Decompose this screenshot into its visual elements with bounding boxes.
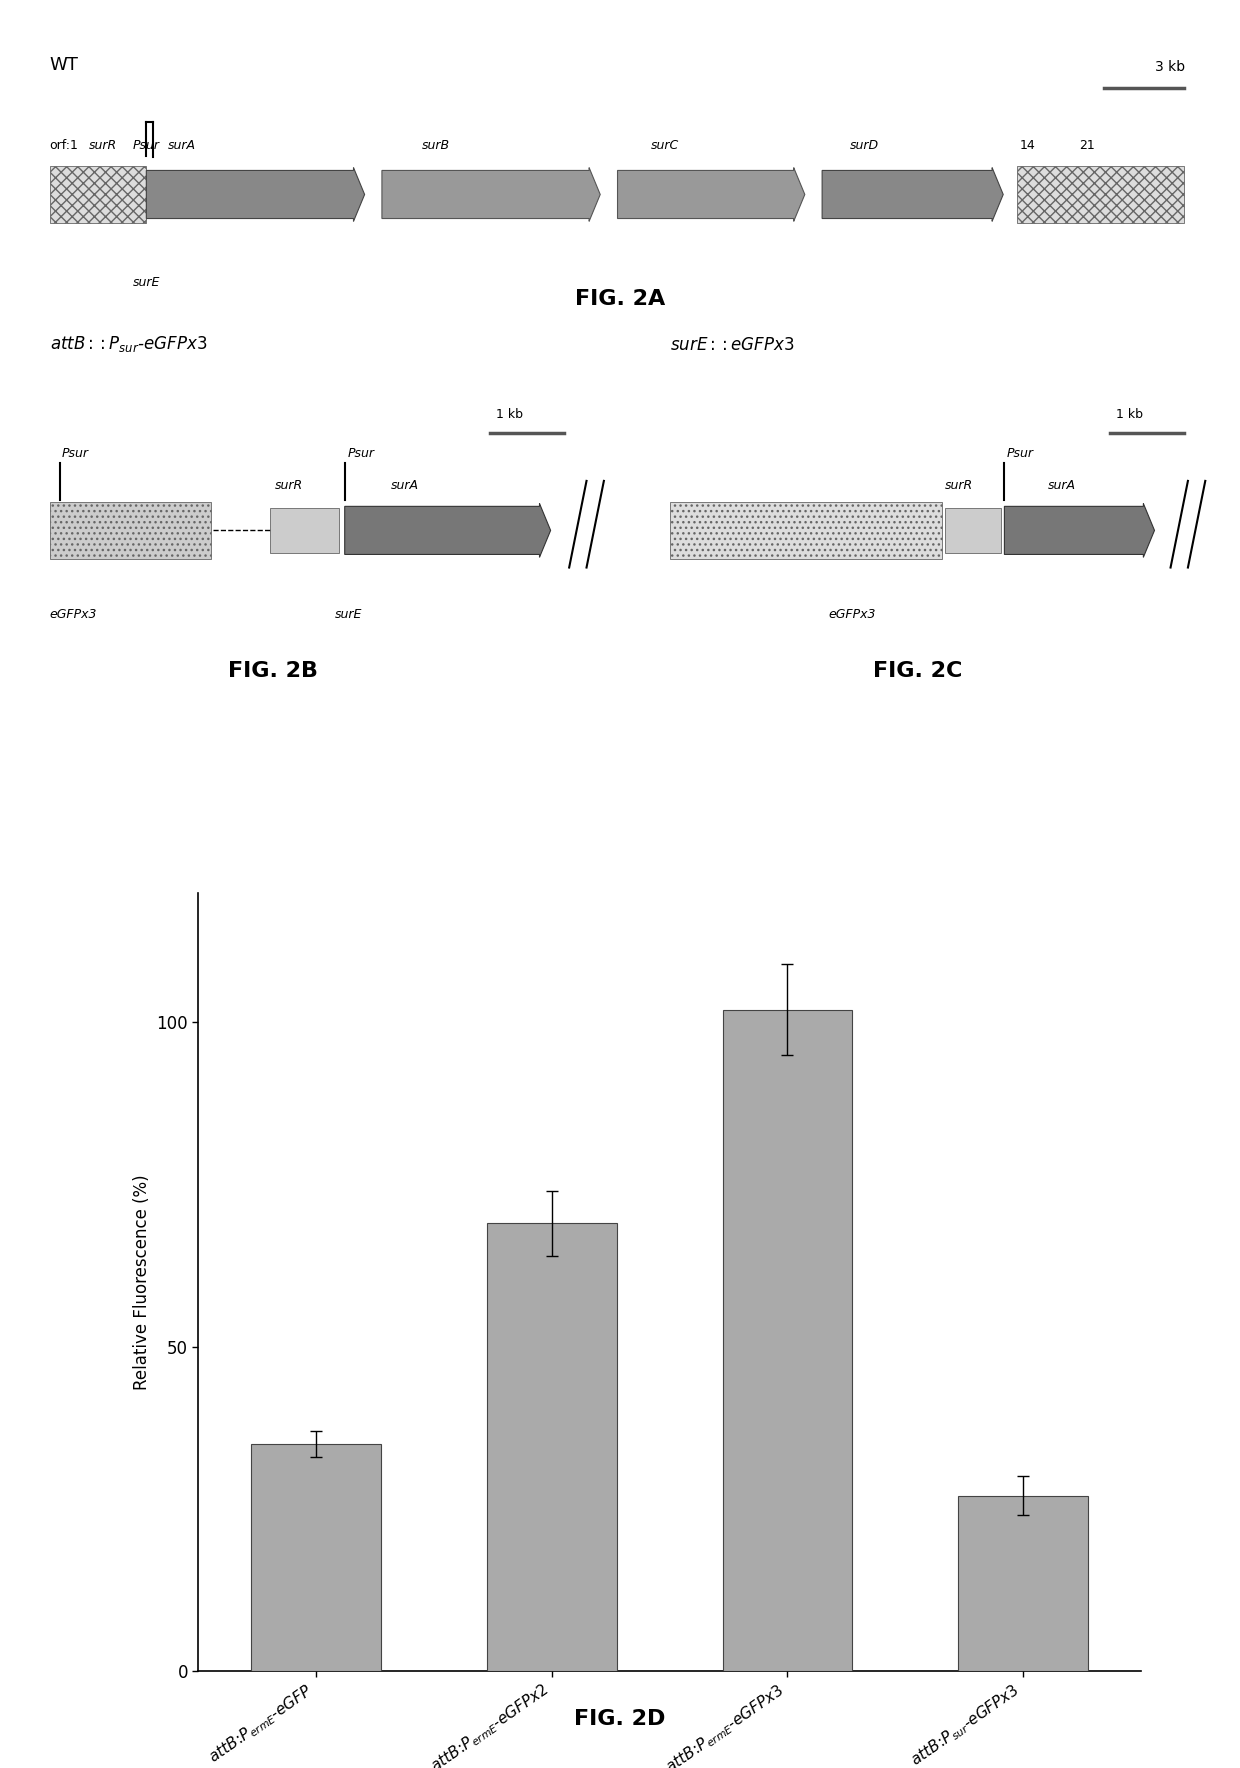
Bar <box>959 1496 1087 1671</box>
Text: FIG. 2C: FIG. 2C <box>873 661 962 681</box>
Bar <box>487 1223 616 1671</box>
Text: Psur: Psur <box>1007 447 1034 460</box>
Text: surE: surE <box>133 276 160 288</box>
Text: surA: surA <box>1048 479 1076 492</box>
Text: 14: 14 <box>1019 140 1035 152</box>
Text: eGFPx3: eGFPx3 <box>828 608 875 621</box>
Text: 3 kb: 3 kb <box>1156 60 1185 74</box>
Text: FIG. 2D: FIG. 2D <box>574 1710 666 1729</box>
Text: FIG. 2B: FIG. 2B <box>228 661 317 681</box>
Text: $surE::eGFPx3$: $surE::eGFPx3$ <box>670 336 794 354</box>
Text: surR: surR <box>89 140 118 152</box>
FancyArrow shape <box>345 504 551 557</box>
FancyArrow shape <box>618 168 805 221</box>
Text: surR: surR <box>945 479 973 492</box>
FancyArrow shape <box>146 168 365 221</box>
Text: 21: 21 <box>1079 140 1095 152</box>
FancyArrow shape <box>382 168 600 221</box>
Text: orf:1: orf:1 <box>50 140 78 152</box>
Text: surA: surA <box>391 479 419 492</box>
Y-axis label: Relative Fluorescence (%): Relative Fluorescence (%) <box>133 1174 151 1390</box>
FancyArrow shape <box>1004 504 1154 557</box>
Text: $attB::P_{sur}$-$eGFPx3$: $attB::P_{sur}$-$eGFPx3$ <box>50 334 207 354</box>
Text: surD: surD <box>849 140 878 152</box>
Text: surE: surE <box>335 608 362 621</box>
Text: WT: WT <box>50 57 78 74</box>
Text: Psur: Psur <box>133 140 160 152</box>
Text: Psur: Psur <box>62 447 89 460</box>
Text: Psur: Psur <box>347 447 374 460</box>
Bar <box>723 1010 852 1671</box>
Text: surR: surR <box>275 479 304 492</box>
Text: 1 kb: 1 kb <box>1116 408 1143 421</box>
FancyArrow shape <box>822 168 1003 221</box>
Text: surC: surC <box>651 140 680 152</box>
Text: 1 kb: 1 kb <box>496 408 523 421</box>
Text: surB: surB <box>422 140 450 152</box>
Bar <box>252 1444 381 1671</box>
Text: FIG. 2A: FIG. 2A <box>575 290 665 309</box>
Text: surA: surA <box>167 140 196 152</box>
Text: eGFPx3: eGFPx3 <box>50 608 97 621</box>
